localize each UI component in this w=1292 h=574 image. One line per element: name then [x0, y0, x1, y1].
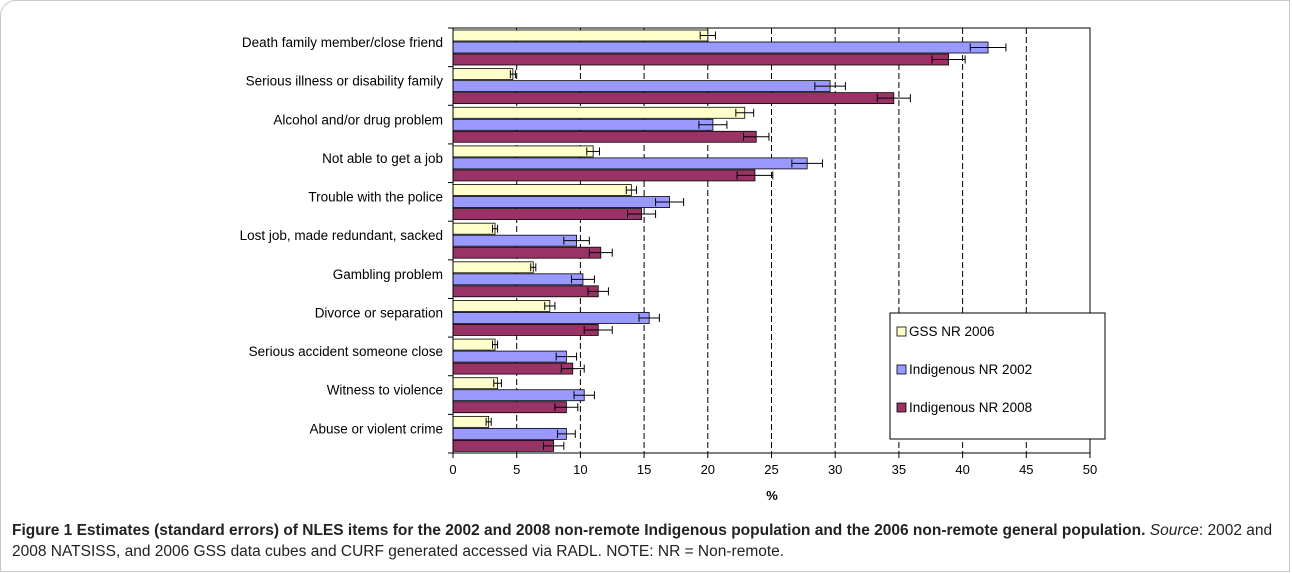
category-label: Gambling problem	[333, 267, 443, 282]
x-tick-label: 45	[1019, 462, 1033, 477]
category-label: Lost job, made redundant, sacked	[240, 228, 443, 243]
bar	[452, 169, 756, 182]
bar	[452, 53, 949, 66]
legend-label: GSS NR 2006	[909, 324, 995, 339]
bar	[452, 273, 584, 286]
bar	[452, 377, 498, 390]
bar	[452, 338, 496, 351]
x-axis-label: %	[766, 488, 778, 503]
bar	[452, 415, 490, 428]
category-label: Divorce or separation	[315, 305, 443, 320]
category-label: Serious accident someone close	[249, 344, 443, 359]
legend-label: Indigenous NR 2002	[909, 362, 1032, 377]
x-tick-label: 0	[449, 462, 456, 477]
category-label: Witness to violence	[327, 383, 443, 398]
category-label: Serious illness or disability family	[246, 74, 444, 89]
bar	[452, 157, 808, 170]
bar	[452, 389, 585, 402]
caption-source-label: Source	[1149, 522, 1199, 539]
bar	[452, 300, 551, 312]
x-tick-label: 15	[637, 462, 651, 477]
legend-swatch	[896, 326, 907, 337]
figure-caption: Figure 1 Estimates (standard errors) of …	[12, 520, 1277, 562]
legend: GSS NR 2006 Indigenous NR 2002 Indigenous …	[889, 312, 1106, 440]
bar	[452, 246, 602, 259]
category-label: Death family member/close friend	[242, 35, 443, 50]
bar	[452, 285, 599, 298]
x-tick-label: 5	[513, 462, 520, 477]
bar	[452, 261, 534, 274]
bar	[452, 118, 714, 131]
bar	[452, 106, 746, 119]
bar-chart: Death family member/close friend Serious …	[240, 27, 1106, 503]
bar	[452, 184, 632, 196]
legend-box	[889, 312, 1106, 440]
bar	[452, 130, 757, 143]
x-tick-label: 10	[573, 462, 587, 477]
bar	[452, 68, 514, 81]
x-tick-label: 20	[701, 462, 715, 477]
bar	[452, 312, 650, 324]
legend-label: Indigenous NR 2008	[909, 400, 1032, 415]
bar	[452, 29, 709, 42]
bar	[452, 401, 567, 414]
legend-swatch	[896, 364, 907, 375]
bar	[452, 41, 989, 54]
x-tick-label: 25	[764, 462, 778, 477]
category-label: Not able to get a job	[322, 151, 443, 166]
x-tick-label: 35	[892, 462, 906, 477]
bar	[452, 439, 555, 452]
bar	[452, 145, 594, 158]
bar	[452, 92, 895, 105]
x-tick-label: 30	[828, 462, 842, 477]
bar	[452, 350, 567, 363]
caption-title: Figure 1 Estimates (standard errors) of …	[12, 522, 1146, 539]
category-label: Abuse or violent crime	[309, 421, 443, 436]
bar	[452, 427, 567, 440]
x-tick-label: 40	[955, 462, 969, 477]
bar	[452, 196, 670, 208]
caption-source-text: : 2002 and 2008 NATSISS, and 2006 GSS da…	[12, 522, 1273, 560]
category-label: Trouble with the police	[308, 190, 443, 205]
bar	[452, 234, 577, 247]
bar	[452, 324, 599, 336]
bar	[452, 80, 831, 93]
legend-swatch	[896, 402, 907, 413]
category-label: Alcohol and/or drug problem	[273, 112, 443, 127]
x-tick-label: 50	[1083, 462, 1097, 477]
bar	[452, 208, 642, 220]
bar	[452, 362, 574, 375]
bar	[452, 222, 496, 235]
